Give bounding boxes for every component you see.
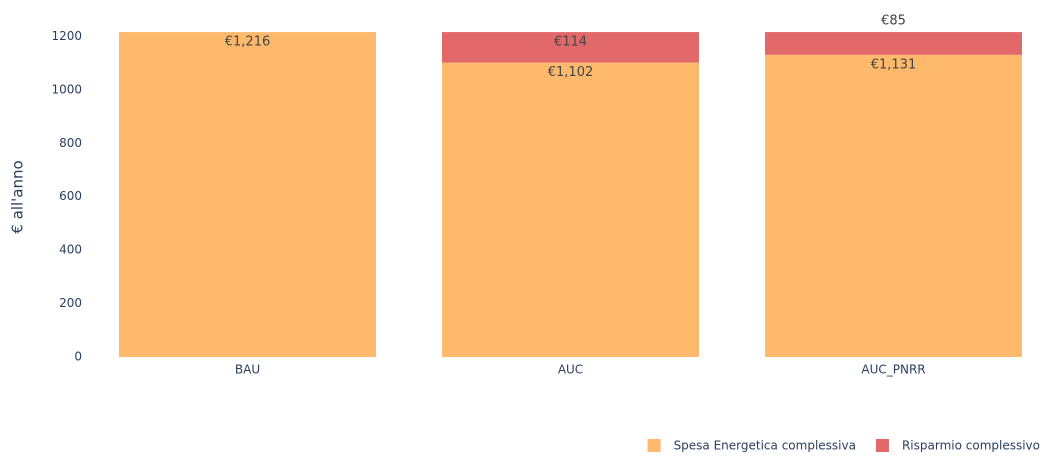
- y-tick-label: 1000: [51, 82, 82, 96]
- y-axis-title: € all'anno: [9, 160, 27, 233]
- legend-swatch: [647, 439, 661, 452]
- bar-segment: [442, 62, 699, 357]
- x-tick-label: AUC: [558, 363, 583, 377]
- data-label: €114: [554, 35, 587, 50]
- data-label: €1,102: [548, 65, 594, 80]
- y-tick-label: 1200: [51, 29, 82, 43]
- bar-segment: [765, 32, 1022, 55]
- legend-label: Risparmio complessivo: [902, 439, 1040, 453]
- data-label: €1,131: [871, 57, 917, 72]
- legend-swatch: [875, 439, 889, 452]
- y-tick-label: 800: [59, 136, 82, 150]
- y-tick-label: 400: [59, 243, 82, 257]
- y-tick-label: 0: [74, 350, 82, 364]
- y-tick-label: 200: [59, 296, 82, 310]
- bar-segment: [119, 32, 376, 357]
- bar-segment: [442, 32, 699, 63]
- legend-label: Spesa Energetica complessiva: [674, 439, 856, 453]
- y-tick-label: 600: [59, 189, 82, 203]
- bar-segment: [765, 54, 1022, 357]
- x-tick-label: BAU: [235, 363, 260, 377]
- x-tick-label: AUC_PNRR: [861, 363, 925, 377]
- data-label: €1,216: [225, 35, 271, 50]
- data-label: €85: [881, 14, 906, 29]
